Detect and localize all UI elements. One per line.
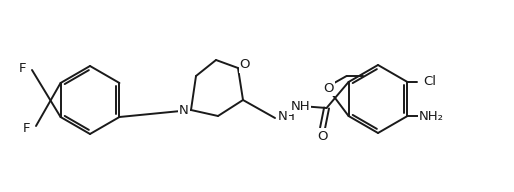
- Text: F: F: [19, 61, 26, 74]
- Text: N: N: [179, 104, 189, 118]
- Text: N: N: [278, 111, 288, 123]
- Text: O: O: [323, 81, 334, 94]
- Text: O: O: [240, 59, 250, 71]
- Text: NH: NH: [291, 99, 310, 113]
- Text: NH₂: NH₂: [419, 109, 444, 122]
- Text: O: O: [317, 129, 328, 142]
- Text: H: H: [285, 111, 295, 123]
- Text: F: F: [22, 122, 30, 135]
- Text: Cl: Cl: [423, 75, 436, 89]
